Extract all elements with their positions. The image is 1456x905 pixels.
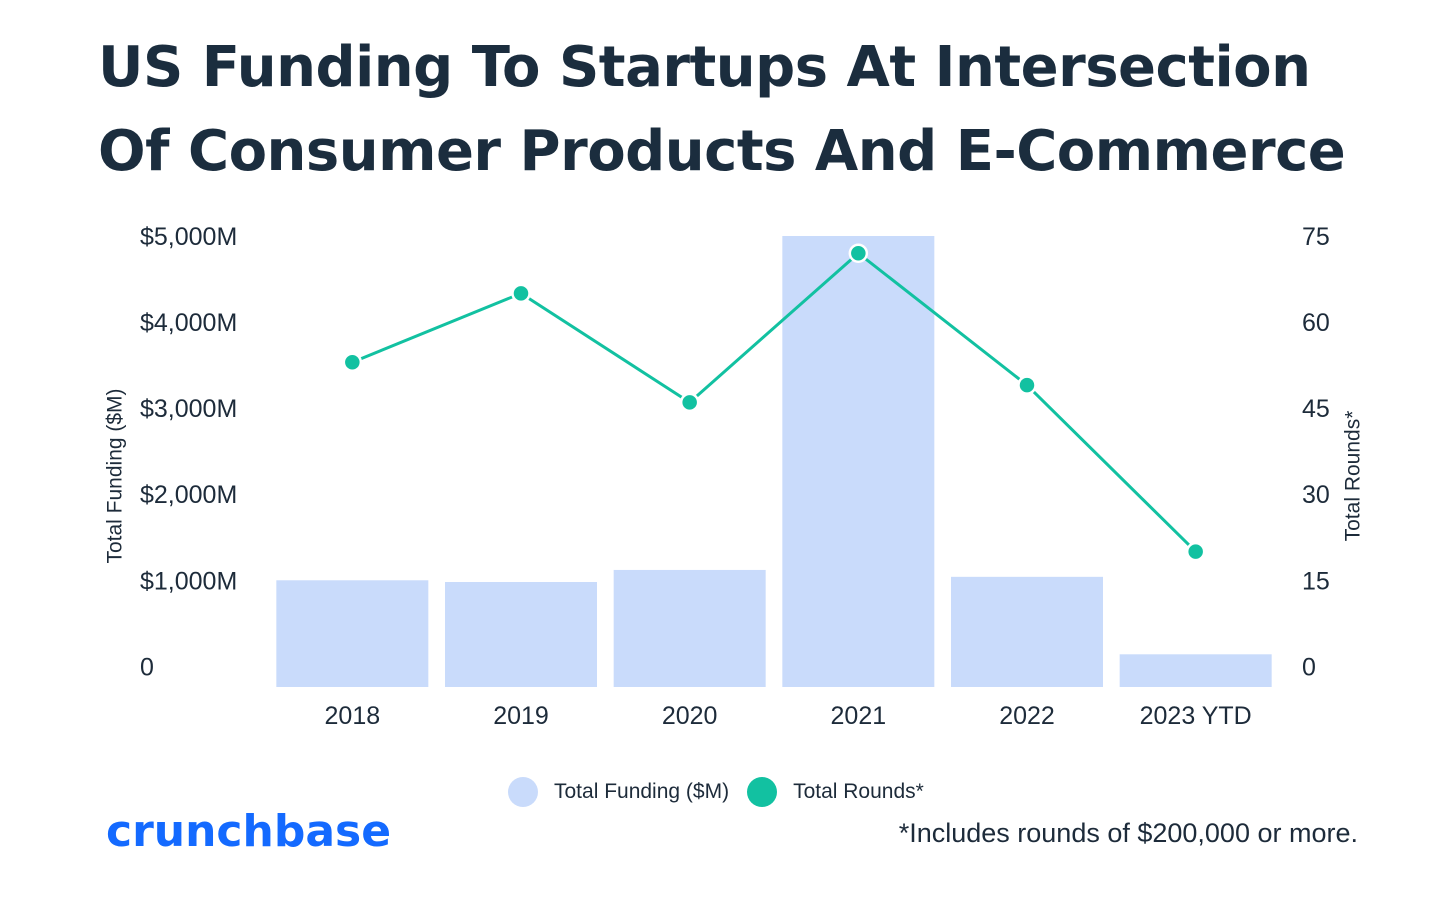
x-tick-label: 2020 <box>662 702 718 730</box>
y-left-tick-label: 0 <box>140 653 154 681</box>
footnote: *Includes rounds of $200,000 or more. <box>898 818 1358 848</box>
line-layer <box>342 243 1206 562</box>
y-left-tick-label: $4,000M <box>140 309 237 337</box>
y-axis-left-title: Total Funding ($M) <box>104 388 127 563</box>
y-left-tick-label: $3,000M <box>140 395 237 423</box>
brand-logo: crunchbase <box>106 806 392 857</box>
bar-2021[interactable] <box>782 236 935 687</box>
bar-2023-ytd[interactable] <box>1119 654 1272 687</box>
y-right-tick-label: 45 <box>1302 395 1330 423</box>
y-left-tick-label: $5,000M <box>140 223 237 251</box>
y-left-tick-label: $1,000M <box>140 567 237 595</box>
bar-2020[interactable] <box>613 569 766 687</box>
x-tick-label: 2022 <box>999 702 1055 730</box>
rounds-point-2021[interactable] <box>848 243 869 263</box>
rounds-line <box>351 251 1197 553</box>
chart-legend: Total Funding ($M) Total Rounds* <box>508 772 942 812</box>
rounds-point-2018[interactable] <box>342 352 363 372</box>
x-tick-label: 2021 <box>831 702 887 730</box>
bar-2019[interactable] <box>445 581 597 687</box>
bar-2022[interactable] <box>951 576 1103 687</box>
legend-swatch-funding <box>508 777 538 807</box>
rounds-point-2019[interactable] <box>511 283 531 304</box>
legend-swatch-rounds <box>747 777 778 807</box>
y-right-tick-label: 60 <box>1302 309 1330 337</box>
ticks-layer: 0 $1,000M $2,000M $3,000M $4,000M $5,000M 0 15 3… <box>140 223 1330 730</box>
y-right-tick-label: 75 <box>1302 223 1330 251</box>
chart-title: US Funding To Startups At Intersection O… <box>98 26 1398 194</box>
bar-2018[interactable] <box>276 580 429 687</box>
x-tick-label: 2018 <box>325 702 381 730</box>
rounds-point-2023-ytd[interactable] <box>1185 541 1206 562</box>
rounds-point-2020[interactable] <box>679 392 700 413</box>
legend-item-funding[interactable]: Total Funding ($M) <box>508 777 729 807</box>
bars-layer <box>276 236 1272 687</box>
y-axis-right-title: Total Rounds* <box>1342 411 1365 542</box>
x-tick-label: 2023 YTD <box>1140 702 1252 730</box>
rounds-point-2022[interactable] <box>1017 375 1037 395</box>
x-tick-label: 2019 <box>493 702 549 730</box>
y-right-tick-label: 15 <box>1302 567 1330 595</box>
legend-label-funding: Total Funding ($M) <box>554 780 730 803</box>
legend-label-rounds: Total Rounds* <box>793 780 924 803</box>
legend-item-rounds[interactable]: Total Rounds* <box>747 777 924 807</box>
y-left-tick-label: $2,000M <box>140 481 237 509</box>
y-right-tick-label: 0 <box>1302 653 1316 681</box>
chart-title-line-2: Of Consumer Products And E-Commerce <box>98 119 1346 184</box>
y-right-tick-label: 30 <box>1302 481 1330 509</box>
chart-title-line-1: US Funding To Startups At Intersection <box>98 35 1311 100</box>
